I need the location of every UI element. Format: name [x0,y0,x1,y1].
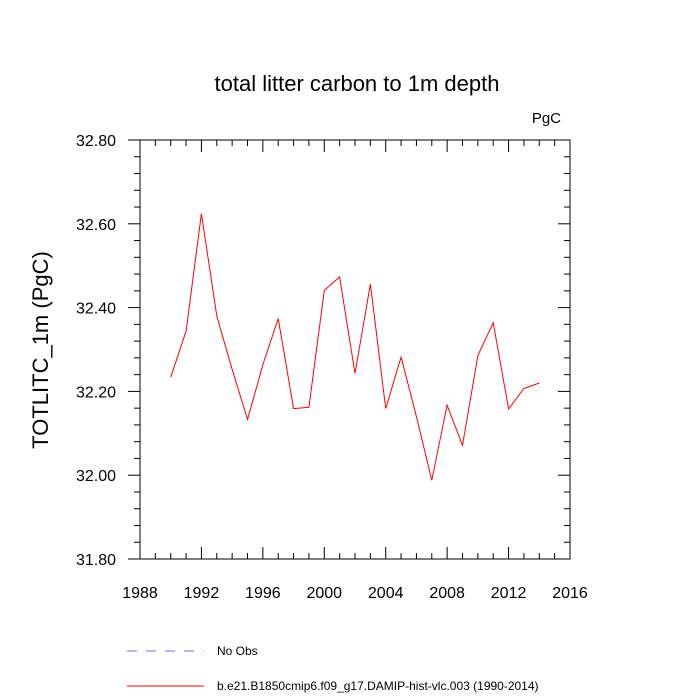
legend: No Obs b.e21.B1850cmip6.f09_g17.DAMIP-his… [127,644,539,693]
x-tick-label: 2008 [429,585,465,602]
legend-label-0: No Obs [217,644,258,658]
series-layer [170,213,540,481]
x-tick-label: 1992 [184,585,220,602]
x-tick-label: 2004 [368,585,404,602]
y-tick-label: 31.80 [76,552,116,569]
x-tick-label: 2012 [491,585,527,602]
x-tick-label: 2016 [552,585,588,602]
y-tick-label: 32.40 [76,301,116,318]
y-tick-label: 32.80 [76,133,116,150]
plot-area [139,139,571,560]
chart-units: PgC [532,110,561,127]
x-tick-label: 1996 [245,585,281,602]
y-axis-label: TOTLITC_1m (PgC) [28,251,53,449]
y-tick-label: 32.00 [76,468,116,485]
chart-title: total litter carbon to 1m depth [215,71,500,96]
series-line-1 [170,213,540,481]
legend-label-1: b.e21.B1850cmip6.f09_g17.DAMIP-hist-vlc.… [217,679,539,693]
axis-tick-labels: 1988 1992 1996 2000 2004 2008 2012 2016 31.80 32.… [76,133,588,602]
y-tick-label: 32.60 [76,217,116,234]
x-tick-label: 2000 [306,585,342,602]
y-tick-label: 32.20 [76,384,116,401]
x-tick-label: 1988 [122,585,158,602]
axis-ticks [128,139,571,560]
